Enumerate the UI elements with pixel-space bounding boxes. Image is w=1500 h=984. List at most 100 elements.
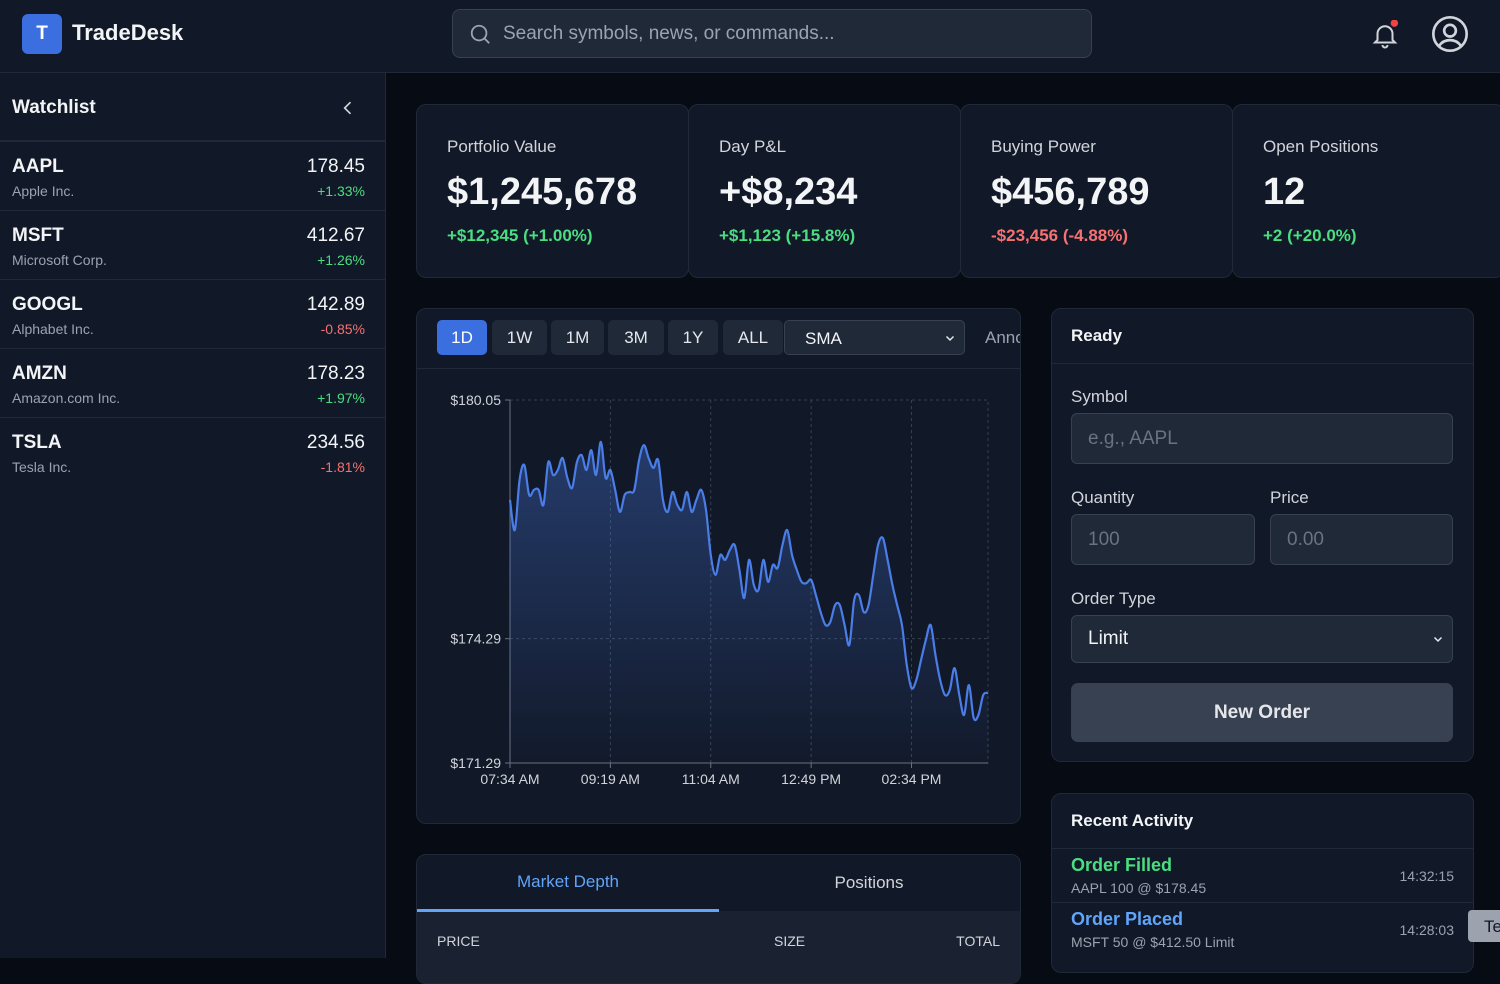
stat-card: Open Positions 12 +2 (+20.0%) — [1232, 104, 1500, 278]
divider — [417, 368, 1020, 369]
search-box[interactable]: Search symbols, news, or commands... — [452, 9, 1092, 58]
range-button[interactable]: 1W — [492, 320, 547, 355]
company-name: Tesla Inc. — [12, 459, 72, 475]
activity-title: Order Placed — [1071, 909, 1184, 929]
symbol: AMZN — [12, 363, 67, 384]
range-button[interactable]: 1D — [437, 320, 487, 355]
stat-card: Portfolio Value $1,245,678 +$12,345 (+1.00… — [416, 104, 689, 278]
chevron — [945, 335, 955, 342]
x-tick-label: 02:34 PM — [882, 771, 942, 787]
activity-time: 14:32:15 — [1399, 868, 1455, 884]
change: +1.33% — [317, 183, 365, 199]
new-order-button[interactable]: New Order — [1071, 683, 1453, 742]
price-chart: $171.29 $174.29 $180.05 07:34 AM 09:19 AM 11:… — [450, 392, 989, 787]
divider — [1052, 363, 1473, 364]
watchlist-row[interactable]: MSFT Microsoft Corp. 412.67 +1.26% — [0, 210, 385, 279]
symbol: GOOGL — [12, 294, 83, 315]
tab[interactable]: Positions — [834, 873, 904, 892]
change: -0.85% — [320, 321, 365, 337]
activity-time: 14:28:03 — [1399, 922, 1455, 938]
activity-detail: MSFT 50 @ $412.50 Limit — [1071, 934, 1235, 950]
search-icon — [470, 24, 490, 44]
field-label: Symbol — [1071, 387, 1128, 406]
column-header: PRICE — [437, 933, 480, 949]
company-name: Alphabet Inc. — [12, 321, 94, 337]
indicator-value: SMA — [805, 329, 842, 348]
x-tick-label: 07:34 AM — [480, 771, 539, 787]
company-name: Microsoft Corp. — [12, 252, 107, 268]
x-tick-label: 09:19 AM — [581, 771, 640, 787]
stat-label: Portfolio Value — [447, 137, 557, 156]
chevron — [1433, 636, 1443, 643]
range-button[interactable]: 1M — [551, 320, 604, 355]
quantity-input[interactable]: 100 — [1071, 514, 1255, 565]
stat-value: +$8,234 — [719, 171, 858, 213]
watchlist-row[interactable]: GOOGL Alphabet Inc. 142.89 -0.85% — [0, 279, 385, 348]
price: 412.67 — [306, 225, 365, 246]
stat-change: +$1,123 (+15.8%) — [719, 226, 856, 245]
placeholder: e.g., AAPL — [1088, 428, 1178, 449]
company-name: Amazon.com Inc. — [12, 390, 121, 406]
price: 142.89 — [306, 294, 365, 315]
placeholder: 100 — [1088, 529, 1120, 550]
price-input[interactable]: 0.00 — [1270, 514, 1453, 565]
stat-change: +$12,345 (+1.00%) — [447, 226, 593, 245]
watchlist-row[interactable]: AAPL Apple Inc. 178.45 +1.33% — [0, 141, 385, 210]
range-button[interactable]: ALL — [723, 320, 783, 355]
sidebar — [0, 73, 386, 958]
watchlist-row[interactable]: AMZN Amazon.com Inc. 178.23 +1.97% — [0, 348, 385, 417]
activity-row[interactable]: Order Filled AAPL 100 @ $178.45 14:32:15 — [1051, 848, 1474, 902]
column-header: SIZE — [774, 933, 806, 949]
activity-row[interactable]: Order Placed MSFT 50 @ $412.50 Limit 14:28… — [1051, 902, 1474, 956]
user-avatar[interactable] — [1430, 14, 1470, 54]
field-label: Order Type — [1071, 589, 1156, 608]
symbol: MSFT — [12, 225, 64, 246]
app-name[interactable]: TradeDesk — [72, 20, 184, 45]
symbol-input[interactable]: e.g., AAPL — [1071, 413, 1453, 464]
change: +1.97% — [317, 390, 365, 406]
tab[interactable]: Market Depth — [516, 872, 620, 891]
collapse-button[interactable] — [338, 98, 358, 118]
stat-value: $1,245,678 — [447, 171, 638, 213]
activity-title: Order Filled — [1071, 855, 1173, 875]
table-header-bg — [417, 911, 1020, 983]
company-name: Apple Inc. — [12, 183, 75, 199]
watchlist-row[interactable]: TSLA Tesla Inc. 234.56 -1.81% — [0, 417, 385, 486]
watchlist-title: Watchlist — [12, 97, 96, 118]
search-placeholder: Search symbols, news, or commands... — [503, 23, 835, 44]
symbol: TSLA — [12, 432, 62, 453]
price-area — [510, 441, 988, 763]
order-status: Ready — [1071, 326, 1123, 345]
divider — [0, 140, 385, 141]
range-button[interactable]: 1Y — [668, 320, 718, 355]
price: 234.56 — [306, 432, 365, 453]
toast[interactable]: Te — [1468, 910, 1500, 942]
change: -1.81% — [320, 459, 365, 475]
y-tick-label: $171.29 — [450, 755, 501, 771]
annotate-button[interactable]: Anno — [985, 328, 1020, 347]
logo[interactable]: T — [22, 14, 62, 54]
x-tick-label: 12:49 PM — [781, 771, 841, 787]
stat-change: -$23,456 (-4.88%) — [991, 226, 1129, 245]
tab-indicator — [417, 909, 719, 912]
activity-title: Recent Activity — [1071, 811, 1194, 830]
notification-bell[interactable] — [1370, 20, 1400, 50]
field-label: Price — [1270, 488, 1309, 507]
y-tick-label: $174.29 — [450, 631, 501, 647]
field-label: Quantity — [1071, 488, 1135, 507]
range-button[interactable]: 3M — [608, 320, 664, 355]
order-type-select[interactable]: Limit — [1071, 615, 1453, 663]
symbol: AAPL — [12, 156, 64, 177]
stat-card: Day P&L +$8,234 +$1,123 (+15.8%) — [688, 104, 961, 278]
stat-card: Buying Power $456,789 -$23,456 (-4.88%) — [960, 104, 1233, 278]
price: 178.45 — [306, 156, 365, 177]
placeholder: 0.00 — [1287, 529, 1324, 550]
activity-card — [1051, 793, 1474, 973]
stat-value: $456,789 — [991, 171, 1150, 213]
stat-change: +2 (+20.0%) — [1263, 226, 1357, 245]
column-header: TOTAL — [956, 933, 1000, 949]
stat-label: Day P&L — [719, 137, 787, 156]
stat-value: 12 — [1263, 171, 1306, 213]
indicator-select[interactable]: SMA — [784, 320, 965, 355]
